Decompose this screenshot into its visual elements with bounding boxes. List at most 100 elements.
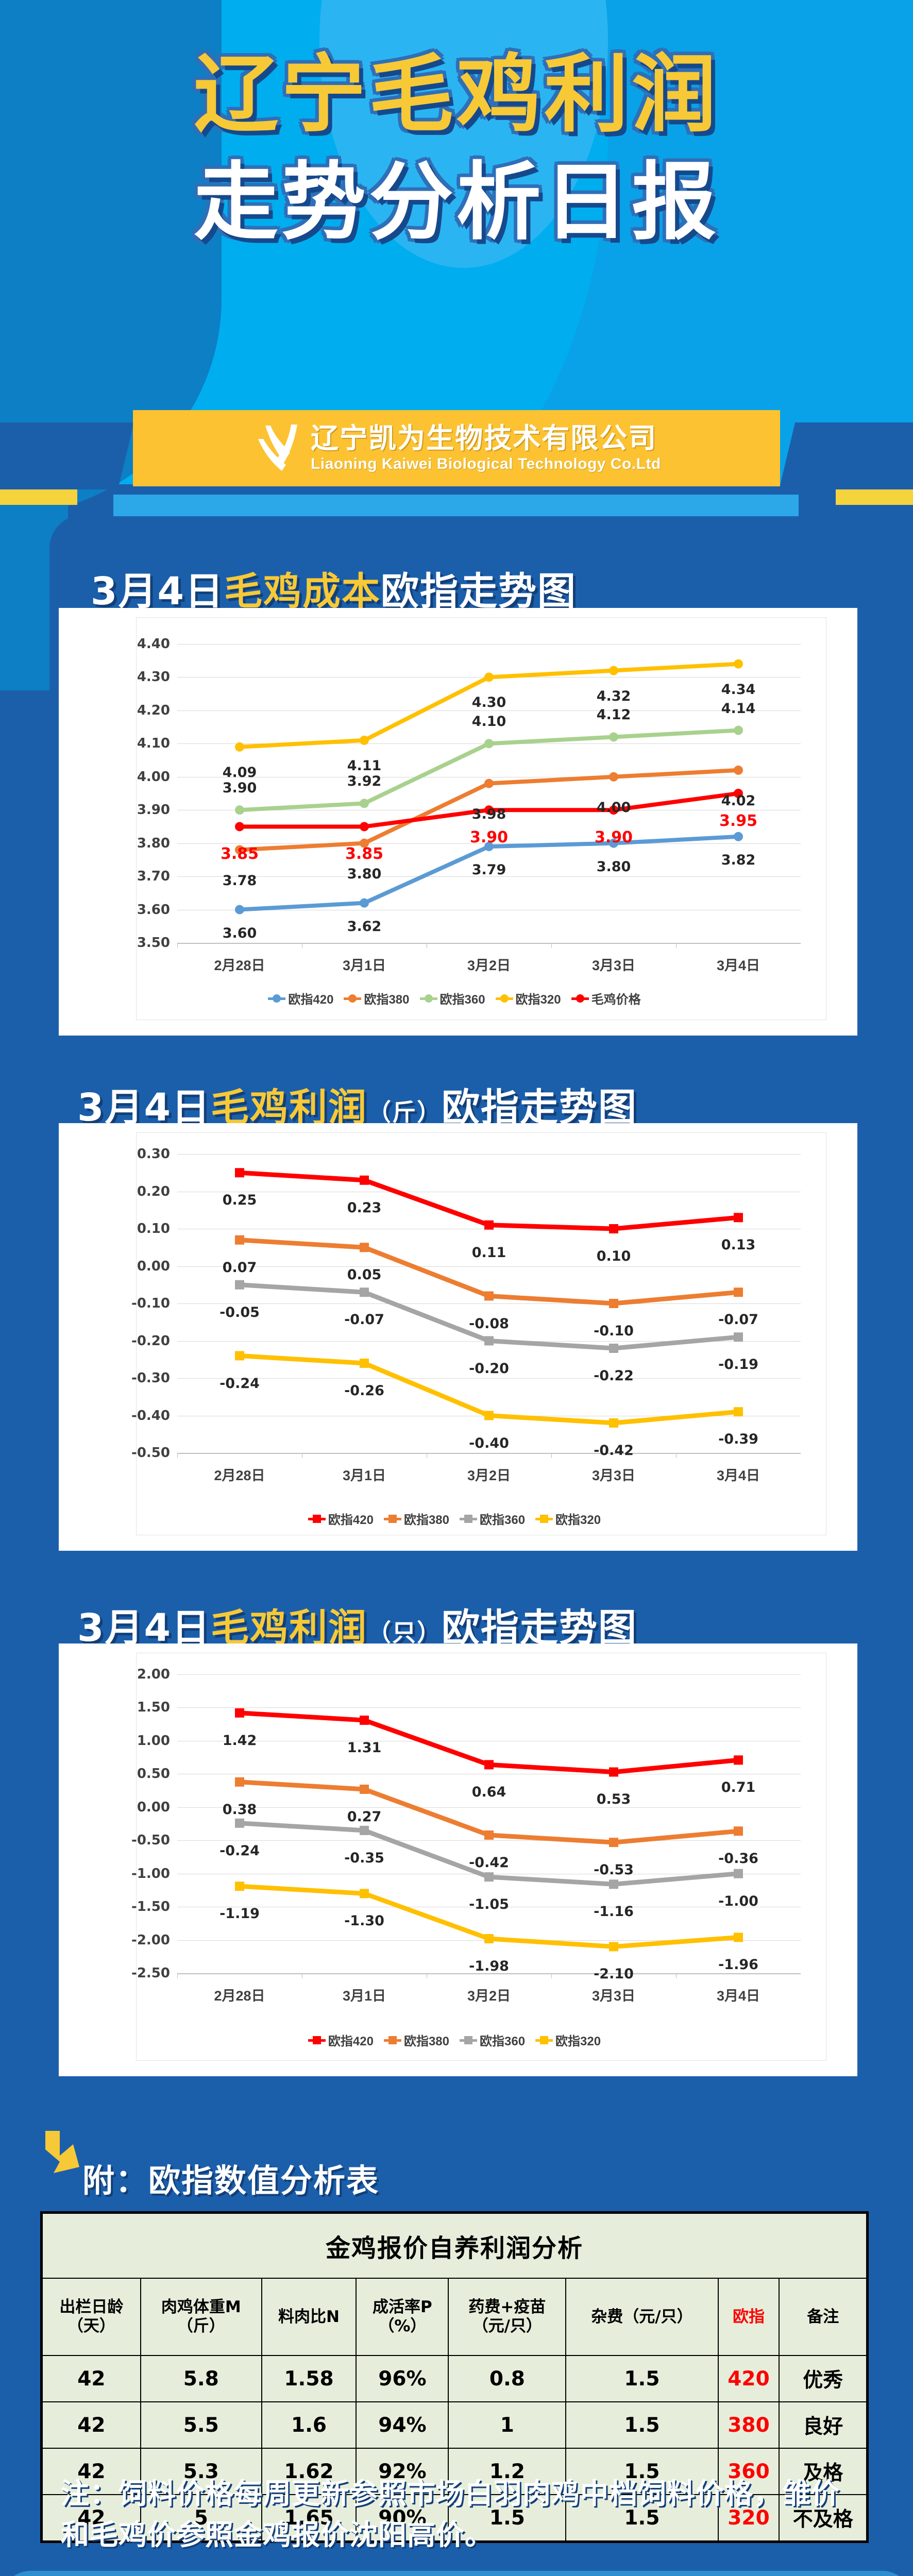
chart-data-point [360, 1175, 369, 1185]
chart-gridline [177, 1378, 801, 1379]
chart-data-label: -1.19 [219, 1906, 260, 1922]
table-cell: 92% [356, 2448, 449, 2495]
chart-legend-item[interactable]: 欧指360 [419, 989, 485, 1007]
chart-legend-item[interactable]: 欧指380 [383, 1510, 449, 1528]
chart-legend-marker-icon [383, 1513, 401, 1524]
footer-rounded-top [0, 2571, 913, 2576]
chart-legend-item[interactable]: 欧指320 [495, 989, 561, 1007]
table-row: 42 5 1.65 90% 1.5 1.5 320 不及格 [42, 2494, 867, 2541]
chart-x-tick-mark [177, 1453, 178, 1458]
chart-data-label: -0.08 [469, 1315, 509, 1332]
chart-data-point [360, 1889, 369, 1899]
chart-x-tick-mark [676, 1973, 677, 1978]
chart-legend-marker-icon [308, 1513, 326, 1524]
chart-data-label: 4.14 [721, 700, 756, 717]
chart-y-tick-label: 0.20 [137, 1183, 170, 1199]
chart-legend-item[interactable]: 欧指380 [383, 2031, 449, 2049]
chart-y-tick-label: 4.30 [137, 669, 170, 685]
chart-data-point [360, 898, 369, 908]
chart-y-tick-label: 3.90 [137, 802, 170, 818]
table-row: 42 5.3 1.62 92% 1.2 1.5 360 及格 [42, 2448, 867, 2495]
chart-legend-item[interactable]: 欧指320 [535, 2031, 601, 2049]
chart-data-label: 3.78 [222, 872, 257, 889]
chart-legend-marker-icon [495, 993, 513, 1004]
table-cell: 不及格 [779, 2494, 867, 2541]
chart-data-label: -2.10 [594, 1966, 634, 1982]
chart-data-label: -0.20 [469, 1360, 509, 1377]
chart-data-point [235, 845, 244, 855]
chart-legend-item[interactable]: 欧指360 [460, 1510, 525, 1528]
chart-legend-item[interactable]: 毛鸡价格 [571, 989, 641, 1007]
company-name-en: Liaoning Kaiwei Biological Technology Co… [311, 455, 661, 472]
chart1-heading-highlight: 毛鸡成本 [224, 569, 381, 614]
chart-x-axis [177, 943, 801, 944]
chart-y-tick-label: -0.40 [131, 1408, 170, 1423]
chart-data-point [609, 1838, 618, 1848]
chart-legend-marker-icon [344, 993, 362, 1004]
chart-data-point [734, 1407, 743, 1417]
chart-series-line [237, 1170, 741, 1231]
chart-data-point [734, 1826, 743, 1836]
chart2-heading-highlight: 毛鸡利润 [210, 1086, 367, 1130]
chart-data-label: 4.10 [471, 714, 506, 730]
chart-x-tick-mark [551, 1453, 552, 1458]
chart-legend-item[interactable]: 欧指420 [308, 1510, 374, 1528]
chart-legend-item[interactable]: 欧指360 [460, 2031, 525, 2049]
chart-data-label: 4.11 [347, 757, 382, 774]
chart-x-tick-label: 3月2日 [467, 1988, 511, 2004]
chart-data-point [484, 1934, 494, 1943]
chart-data-point [484, 842, 494, 852]
chart-data-point [235, 1351, 244, 1361]
chart-y-tick-label: 2.00 [137, 1667, 170, 1682]
chart-data-point [734, 1213, 743, 1223]
chart-data-point [484, 739, 494, 749]
chart-data-label: 0.53 [596, 1791, 631, 1808]
chart-data-label: -0.10 [594, 1323, 634, 1339]
table-cell: 5.5 [140, 2401, 262, 2449]
chart-legend-item[interactable]: 欧指320 [535, 1510, 601, 1528]
chart-y-tick-label: 3.60 [137, 902, 170, 918]
chart-x-tick-label: 3月4日 [716, 1468, 760, 1483]
chart-x-tick-label: 3月1日 [342, 958, 386, 973]
chart-x-tick-label: 3月2日 [467, 1468, 511, 1483]
chart-data-label: -1.98 [469, 1958, 509, 1974]
chart-gridline [177, 1674, 801, 1675]
chart-legend-item[interactable]: 欧指420 [268, 989, 333, 1007]
chart-x-tick-mark [676, 1453, 677, 1458]
chart-gridline [177, 644, 801, 645]
chart-data-label: 3.90 [469, 828, 509, 847]
chart-data-point [235, 1818, 244, 1828]
chart-x-tick-mark [551, 943, 552, 948]
chart-gridline [177, 1154, 801, 1155]
chart1-heading-pre: 3月4日 [91, 569, 224, 614]
chart-legend-item[interactable]: 欧指420 [308, 2031, 374, 2049]
chart-data-point [609, 838, 618, 848]
chart-legend-label: 欧指420 [328, 2035, 374, 2048]
chart-data-label: 3.79 [471, 862, 506, 878]
chart-gridline [177, 1266, 801, 1267]
chart-data-point [235, 1882, 244, 1891]
analysis-table: 金鸡报价自养利润分析 出栏日龄 （天） 肉鸡体重M （斤） 料肉比N 成活率P （%） 药费+疫… [42, 2213, 867, 2541]
table-cell: 1.58 [261, 2355, 357, 2402]
chart-data-point [609, 732, 618, 742]
chart-legend-item[interactable]: 欧指380 [344, 989, 410, 1007]
chart-data-label: -0.22 [594, 1368, 634, 1384]
chart-data-label: 1.42 [222, 1732, 257, 1749]
table-cell: 1.5 [565, 2355, 719, 2402]
chart-data-point [235, 905, 244, 914]
chart-y-tick-label: -0.50 [131, 1445, 170, 1461]
chart-y-tick-label: 3.80 [137, 835, 170, 851]
chart-data-point [734, 765, 743, 775]
chart-data-point [235, 1235, 244, 1245]
chart-data-label: 0.23 [347, 1199, 382, 1216]
chart-legend-marker-icon [308, 2035, 326, 2046]
chart-x-tick-label: 3月3日 [591, 958, 636, 973]
table-cell: 96% [356, 2355, 449, 2402]
chart-data-point [734, 1869, 743, 1878]
chart-legend-label: 欧指420 [288, 993, 334, 1007]
table-column-header: 杂费（元/只） [565, 2278, 719, 2356]
chart-data-point [484, 1830, 494, 1840]
chart-data-label: 3.95 [719, 812, 758, 830]
hero-strip-decoration [113, 495, 799, 516]
chart-legend: 欧指420 欧指380 欧指360 欧指320 毛鸡价格 [59, 989, 857, 1007]
